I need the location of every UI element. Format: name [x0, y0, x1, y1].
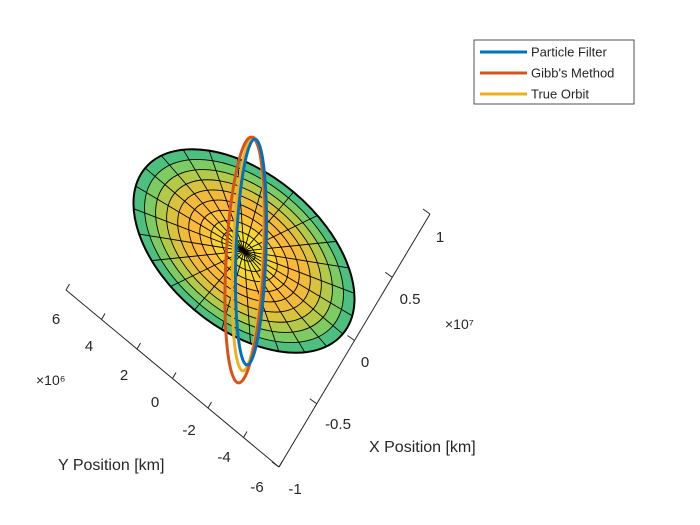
y-tick-label: 0 — [151, 394, 159, 411]
x-tick — [309, 398, 318, 405]
y-tick — [65, 283, 70, 291]
x-tick-label: 1 — [436, 229, 444, 246]
y-tick-label: -6 — [250, 479, 263, 496]
y-tick — [207, 401, 212, 409]
y-ticks: -6 -4 -2 0 2 4 6 — [52, 283, 283, 496]
y-tick-label: 4 — [85, 338, 93, 355]
y-axis-label: Y Position [km] — [58, 457, 164, 474]
earth-meridian — [243, 240, 337, 252]
y-exponent-label: ×10⁶ — [36, 372, 66, 388]
earth-meridian — [243, 191, 294, 252]
legend-label: True Orbit — [531, 87, 589, 102]
earth-surface — [132, 148, 356, 354]
earth-meridian — [243, 250, 306, 353]
legend-label: Gibb's Method — [531, 66, 614, 81]
earth-outline — [132, 148, 356, 354]
x-tick-label: -0.5 — [325, 416, 351, 433]
y-tick-label: -4 — [217, 449, 230, 466]
x-tick — [422, 208, 431, 215]
orbit-particle-filter — [233, 137, 269, 367]
y-tick — [136, 342, 141, 350]
x-tick-label: 0 — [361, 354, 369, 371]
x-tick — [384, 271, 393, 278]
y-tick-label: 2 — [120, 367, 128, 384]
y-tick — [243, 431, 248, 438]
x-exponent-label: ×10⁷ — [445, 316, 474, 332]
x-tick — [271, 461, 280, 468]
earth-meridian — [151, 250, 245, 262]
earth-meridian — [243, 250, 327, 347]
y-tick — [172, 372, 177, 379]
orbit-gibb-s-method — [223, 135, 267, 385]
x-tick-label: -1 — [288, 481, 301, 498]
earth-meridian — [161, 155, 245, 252]
x-ticks: -1 -0.5 0 0.5 1 — [271, 208, 444, 498]
y-tick — [101, 313, 106, 320]
y-tick-label: -2 — [182, 422, 195, 439]
earth-meridian — [243, 215, 318, 252]
x-tick — [347, 335, 355, 341]
legend: Particle Filter Gibb's Method True Orbit — [473, 39, 635, 105]
orbit-lines — [223, 135, 269, 385]
x-tick-label: 0.5 — [400, 291, 421, 308]
legend-label: Particle Filter — [531, 45, 608, 60]
earth-meridian — [243, 250, 344, 335]
earth-meridian — [243, 250, 251, 344]
earth-meridian — [243, 250, 349, 269]
earth-meridian — [237, 158, 245, 252]
x-axis-label: X Position [km] — [369, 439, 476, 456]
y-tick — [278, 460, 283, 468]
y-tick-label: 6 — [52, 311, 60, 328]
